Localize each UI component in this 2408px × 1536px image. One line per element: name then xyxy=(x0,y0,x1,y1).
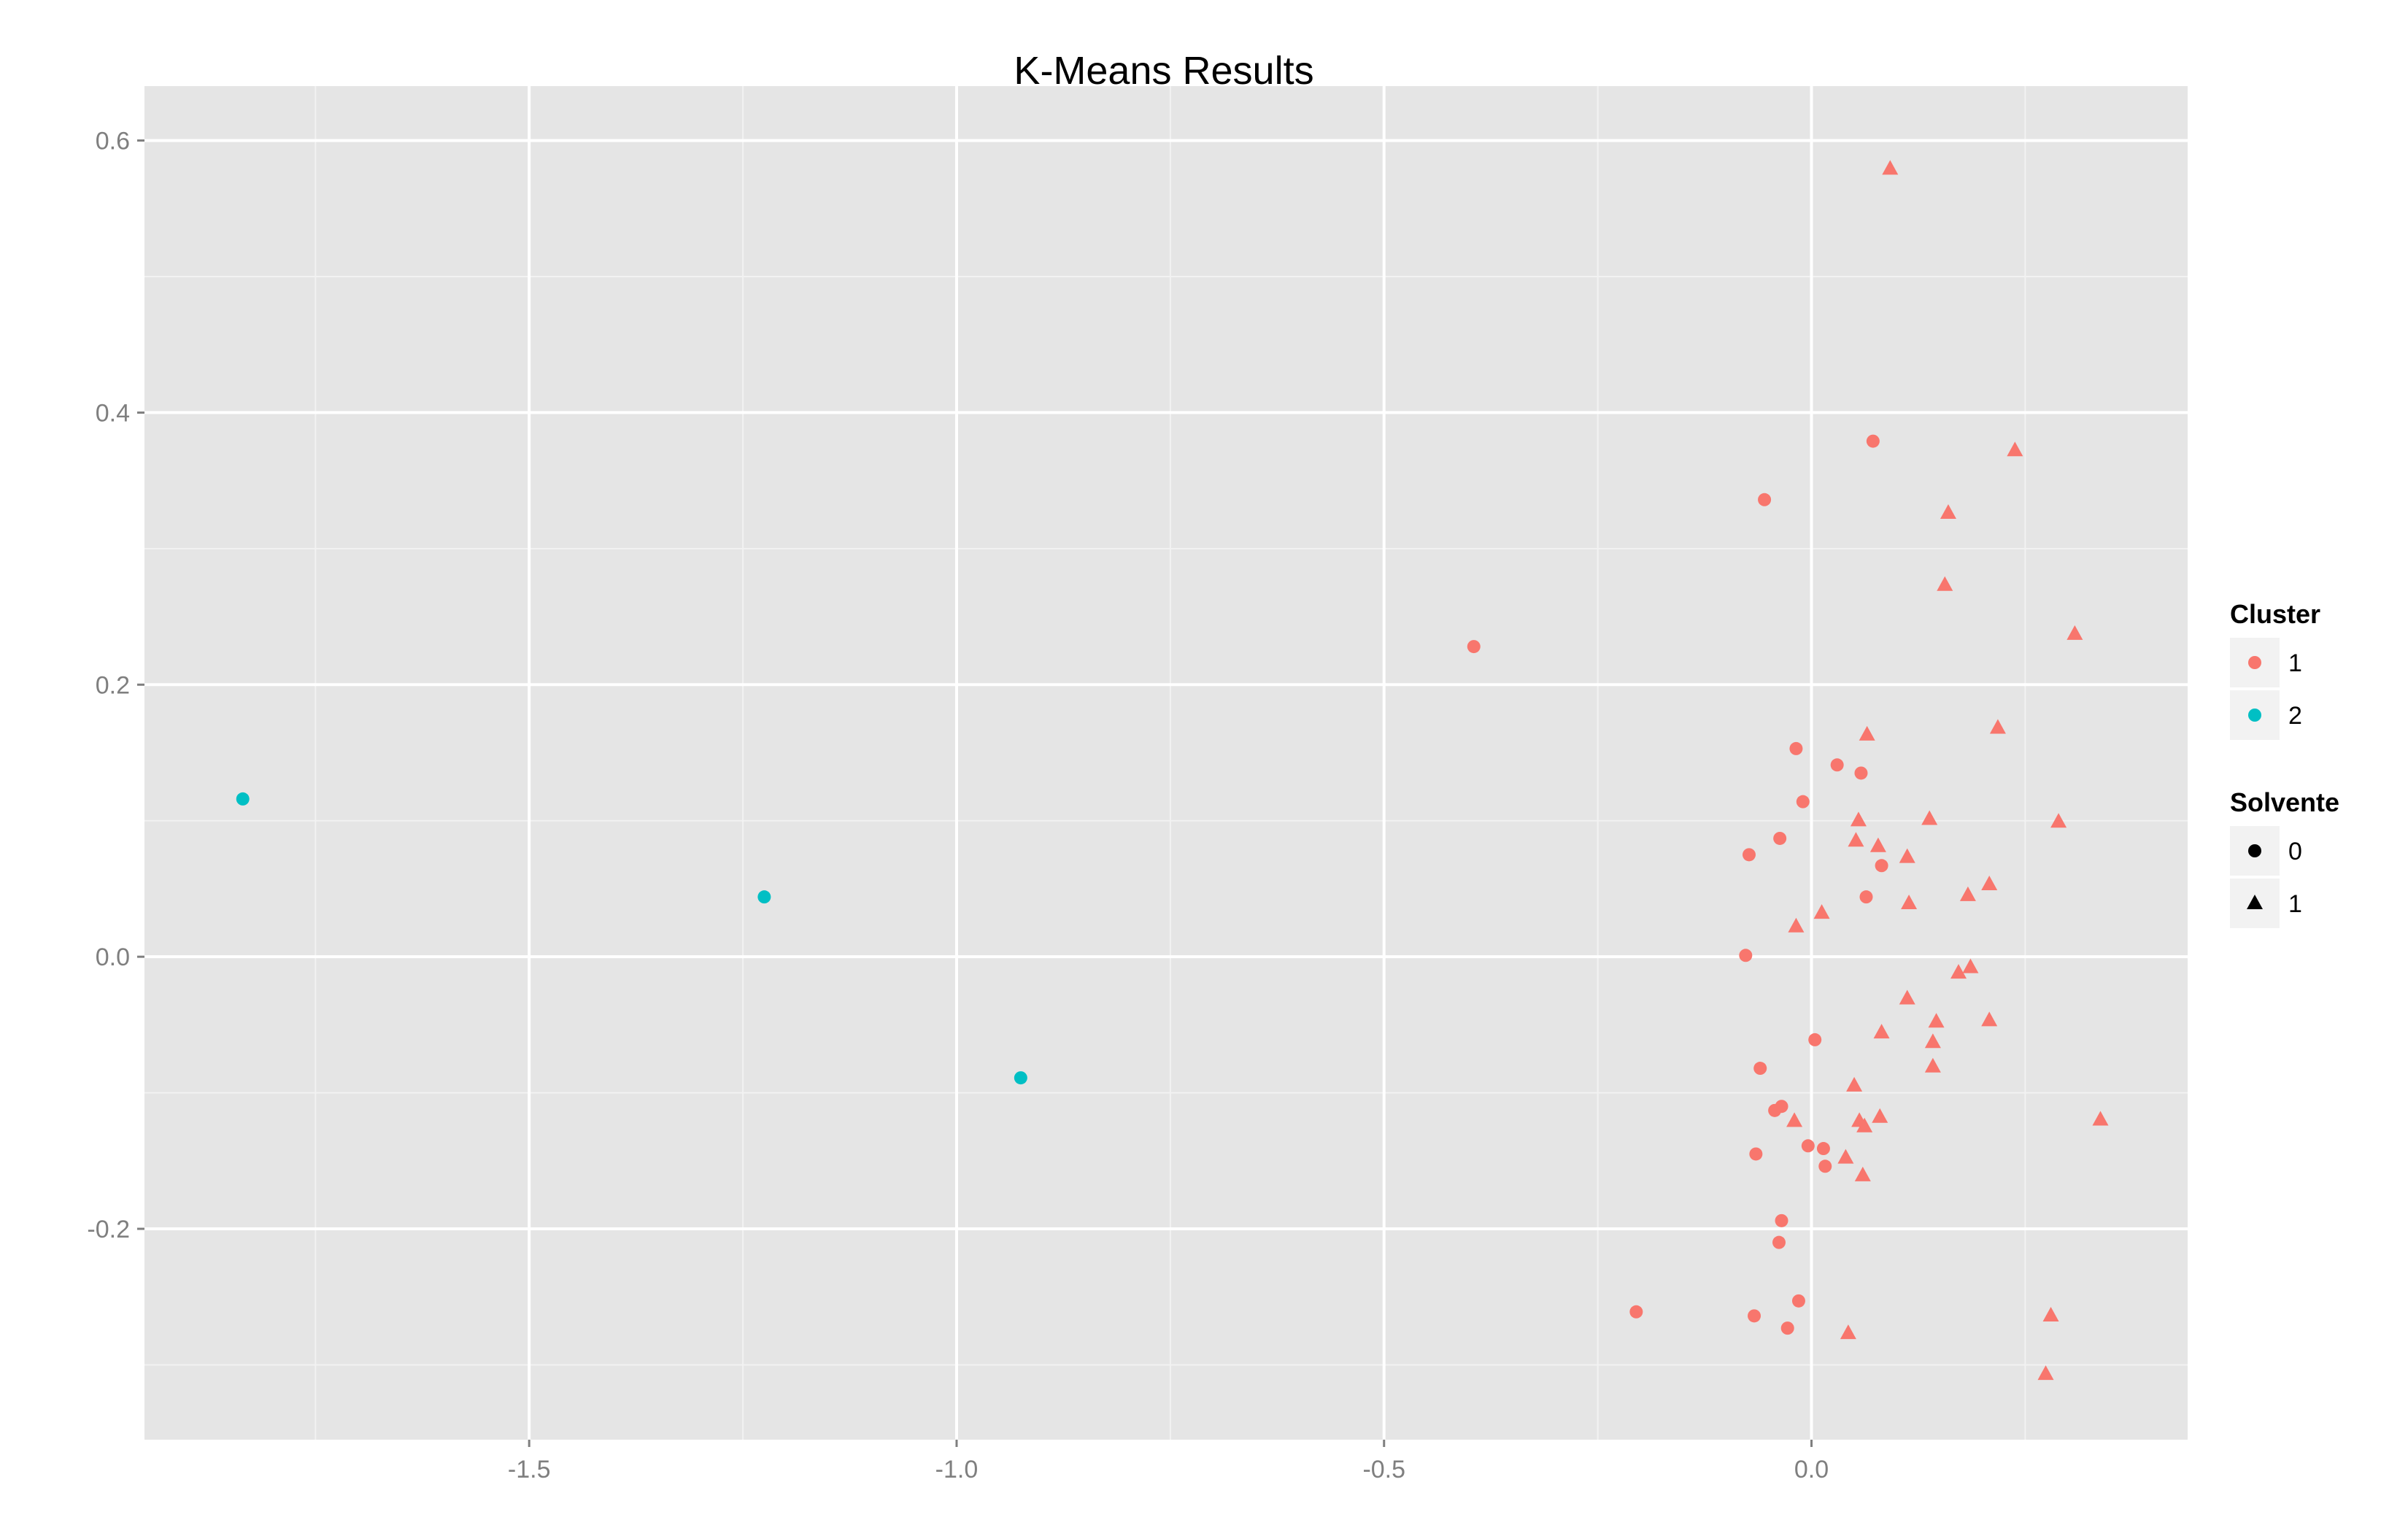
data-point-triangle xyxy=(1846,1076,1863,1092)
data-point-circle xyxy=(1748,1309,1761,1323)
data-point-circle xyxy=(1859,890,1873,904)
data-point-triangle xyxy=(1848,832,1864,847)
data-point-triangle xyxy=(1856,1117,1873,1132)
data-point-triangle xyxy=(1940,503,1956,519)
data-point-triangle xyxy=(1924,1057,1941,1073)
legend-cluster-1-label: 1 xyxy=(2288,649,2302,677)
legend-solvente-1-label: 1 xyxy=(2288,890,2302,918)
x-tick-label: 0.0 xyxy=(1794,1456,1829,1483)
data-point-circle xyxy=(1768,1103,1782,1117)
y-axis-tick-labels: 0.6 0.4 0.2 0.0 -0.2 xyxy=(87,128,130,1243)
x-tick-label: -0.5 xyxy=(1362,1456,1405,1483)
data-point-circle xyxy=(1739,949,1753,962)
data-point-triangle xyxy=(1959,886,1976,901)
data-point-triangle xyxy=(1981,1011,1998,1027)
y-tick-label: 0.6 xyxy=(96,128,130,155)
data-point-triangle xyxy=(2007,441,2023,457)
x-tick-label: -1.5 xyxy=(508,1456,551,1483)
data-point-triangle xyxy=(2037,1365,2054,1381)
data-point-triangle xyxy=(1872,1108,1888,1123)
legend-cluster-2-label: 2 xyxy=(2288,702,2302,730)
legend-cluster-title: Cluster xyxy=(2230,599,2320,629)
minor-gridlines xyxy=(144,86,2188,1440)
data-point-circle xyxy=(1875,859,1888,873)
data-point-circle xyxy=(1801,1139,1815,1153)
data-points xyxy=(236,160,2109,1381)
data-point-circle xyxy=(1854,766,1868,780)
data-point-triangle xyxy=(1899,848,1915,863)
data-point-circle xyxy=(1014,1071,1027,1085)
data-point-circle xyxy=(1830,758,1844,772)
data-point-circle xyxy=(1629,1305,1643,1319)
data-point-triangle xyxy=(1950,964,1967,979)
data-point-circle xyxy=(1866,434,1880,448)
data-point-triangle xyxy=(1921,810,1938,825)
legend-cluster-2-swatch xyxy=(2248,709,2261,722)
y-tick-label: 0.0 xyxy=(96,943,130,971)
legend-solvente-0-label: 0 xyxy=(2288,838,2302,865)
y-tick-label: 0.4 xyxy=(96,399,130,427)
data-point-circle xyxy=(1808,1033,1822,1046)
data-point-circle xyxy=(1742,848,1756,862)
data-point-triangle xyxy=(1786,1112,1803,1127)
data-point-triangle xyxy=(2042,1306,2059,1321)
plot-panel xyxy=(144,86,2188,1440)
legend-solvente-title: Solvente xyxy=(2230,787,2339,817)
data-point-triangle xyxy=(1869,837,1886,852)
y-tick-label: -0.2 xyxy=(87,1216,130,1243)
legend-cluster: Cluster 1 2 xyxy=(2230,599,2320,740)
data-point-triangle xyxy=(1981,875,1998,890)
data-point-triangle xyxy=(1873,1024,1890,1039)
data-point-circle xyxy=(1772,1235,1786,1249)
data-point-triangle xyxy=(1899,989,1915,1005)
data-point-triangle xyxy=(2092,1111,2109,1126)
x-axis-tick-labels: -1.5 -1.0 -0.5 0.0 xyxy=(508,1456,1829,1483)
data-point-triangle xyxy=(1924,1033,1941,1049)
data-point-circle xyxy=(1796,795,1810,808)
data-point-triangle xyxy=(1962,958,1979,973)
data-point-triangle xyxy=(1840,1324,1856,1340)
x-tick-label: -1.0 xyxy=(935,1456,979,1483)
data-point-triangle xyxy=(1788,917,1805,933)
data-point-circle xyxy=(1816,1142,1830,1156)
data-point-triangle xyxy=(1854,1166,1871,1181)
data-point-circle xyxy=(236,792,250,806)
data-point-circle xyxy=(1818,1159,1832,1173)
legend-cluster-1-swatch xyxy=(2248,656,2261,669)
data-point-circle xyxy=(1467,640,1481,654)
legend-solvente-0-circle-icon xyxy=(2248,844,2261,857)
legend-solvente-1-triangle-icon xyxy=(2247,895,2263,909)
chart-title: K-Means Results xyxy=(1014,49,1313,93)
data-point-triangle xyxy=(1850,811,1867,827)
major-gridlines xyxy=(144,86,2188,1440)
data-point-circle xyxy=(1749,1147,1763,1161)
data-point-triangle xyxy=(1989,719,2006,734)
data-point-triangle xyxy=(1859,725,1875,741)
data-point-circle xyxy=(1775,1213,1788,1227)
axis-tick-marks xyxy=(137,139,1813,1447)
data-point-triangle xyxy=(1837,1149,1854,1164)
data-point-circle xyxy=(1789,741,1803,755)
data-point-triangle xyxy=(1813,904,1830,919)
data-point-circle xyxy=(1773,831,1787,845)
data-point-triangle xyxy=(2067,625,2083,640)
data-point-circle xyxy=(757,890,771,904)
data-point-circle xyxy=(1780,1321,1794,1335)
data-point-triangle xyxy=(1882,160,1899,175)
data-point-circle xyxy=(1791,1294,1805,1308)
y-tick-label: 0.2 xyxy=(96,671,130,699)
data-point-triangle xyxy=(1937,576,1953,591)
data-point-triangle xyxy=(2050,813,2067,828)
data-point-triangle xyxy=(1901,895,1918,910)
data-point-circle xyxy=(1753,1062,1767,1076)
data-point-circle xyxy=(1758,493,1772,506)
data-point-triangle xyxy=(1928,1013,1945,1028)
legend-solvente: Solvente 0 1 xyxy=(2230,787,2339,928)
